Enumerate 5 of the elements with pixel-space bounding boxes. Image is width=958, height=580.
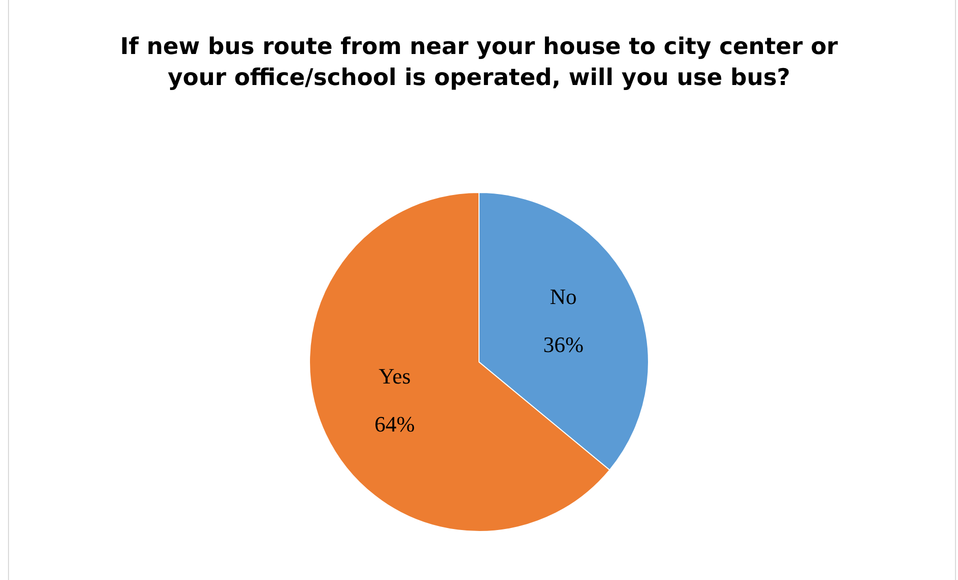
data-label: 64%	[374, 411, 415, 436]
slice-label: Yes	[378, 363, 411, 388]
slice-label: No	[550, 284, 577, 310]
chart-title: If new bus route from near your house to city center or your office/school is operated, will you use bus?	[119, 33, 839, 93]
data-label: 36%	[543, 332, 584, 358]
